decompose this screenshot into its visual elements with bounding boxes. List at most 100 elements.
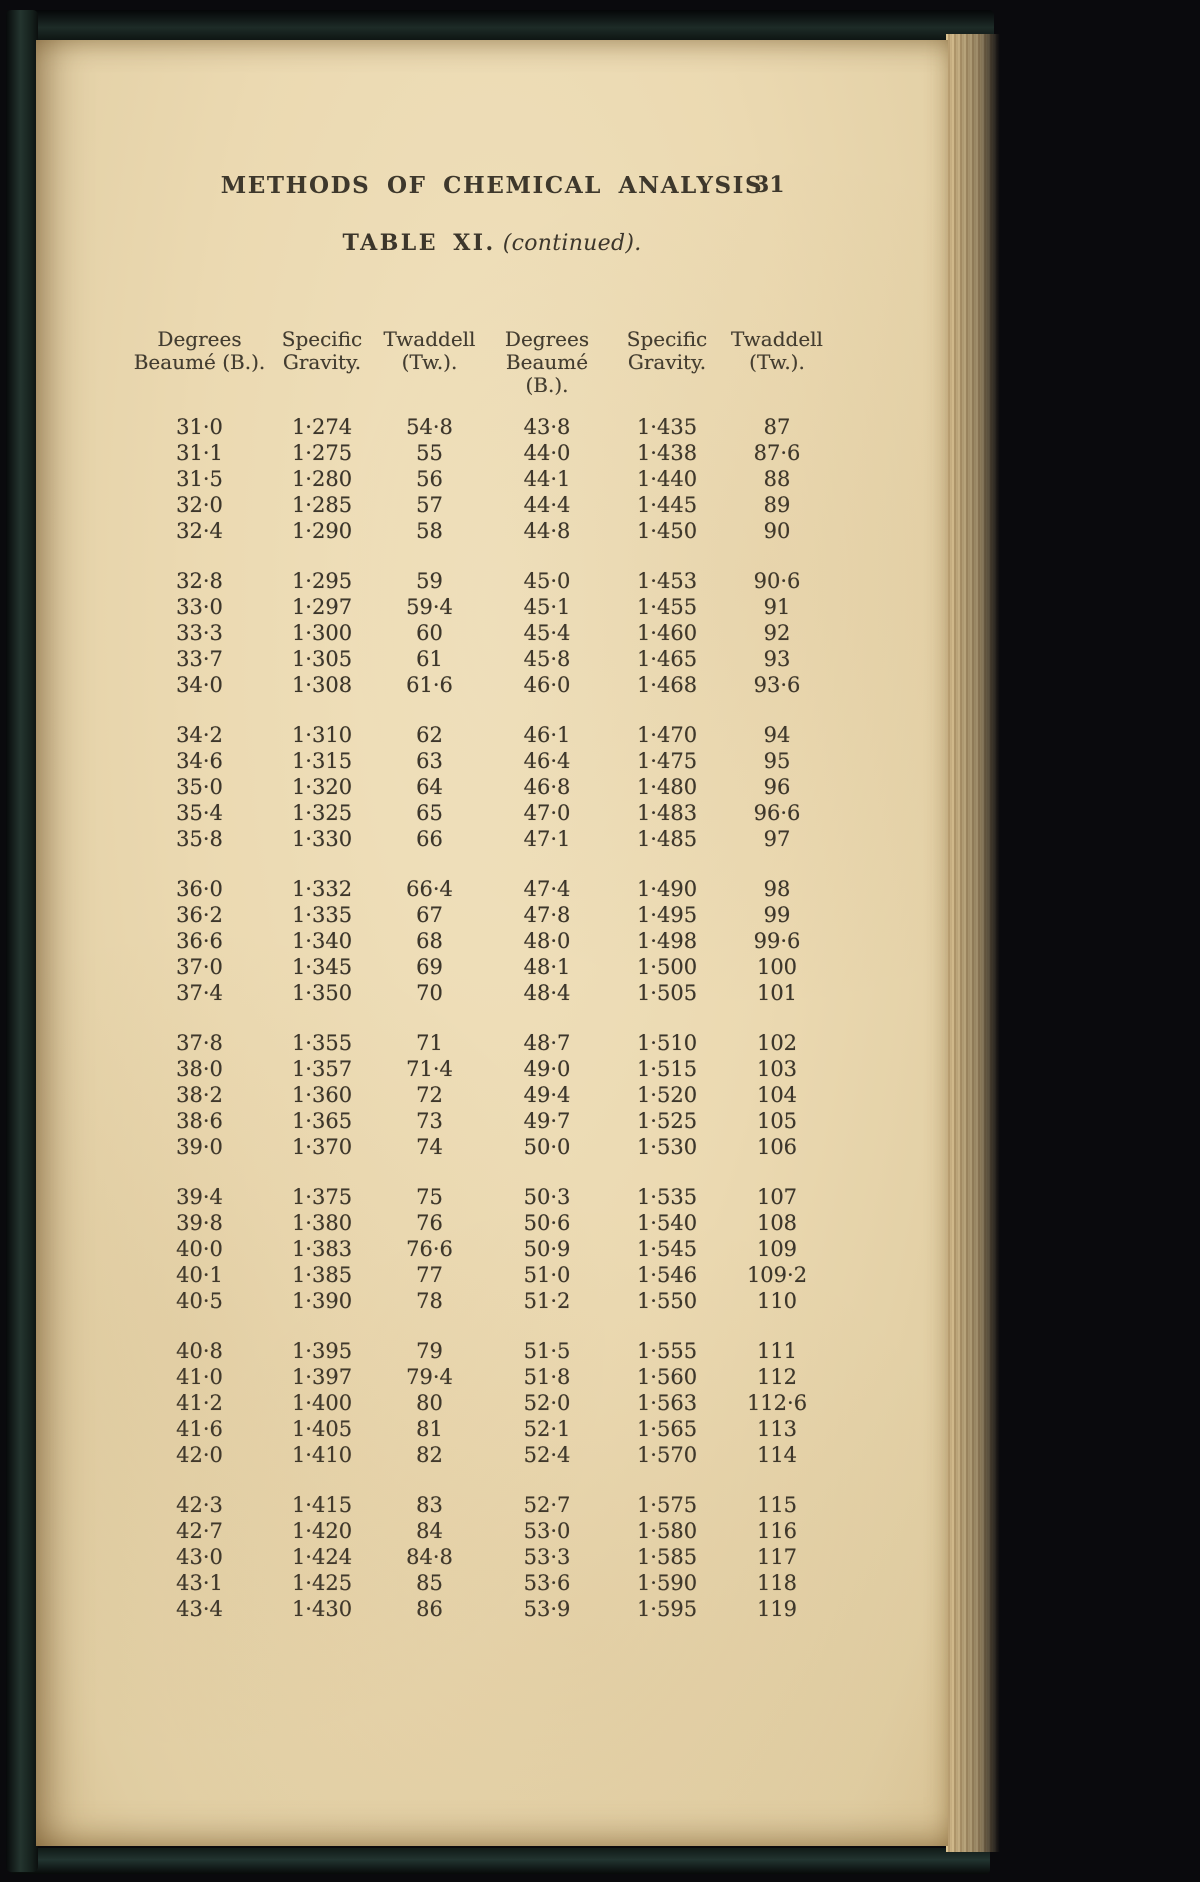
table-cell: 1·430 [291,1597,353,1621]
table-cell: 71 [416,1031,443,1055]
table-cell: 72 [416,1083,443,1107]
table-cell: 47·1 [523,827,571,851]
table-row: 43·4 1·430 86 53·9 1·595 119 [132,1596,832,1622]
table-cell: 1·385 [291,1263,353,1287]
table-cell: 1·397 [291,1365,353,1389]
table-cell: 1·345 [291,955,353,979]
table-cell: 81 [416,1417,443,1441]
table-cell: 61·6 [406,673,453,697]
table-cell: 107 [756,1185,798,1209]
conversion-table: Degrees Beaumé (B.). Specific Gravity. Twadd… [132,328,832,1646]
table-cell: 1·438 [636,441,698,465]
row-group: 32·8 1·295 59 45·0 1·453 90·6 33·0 1·297 59·4 45·… [132,568,832,698]
table-cell: 87 [763,415,791,439]
table-cell: 1·380 [291,1211,353,1235]
table-cell: 40·5 [176,1289,223,1313]
table-cell: 52·4 [523,1443,571,1467]
table-cell: 1·350 [291,981,353,1005]
table-cell: 73 [416,1109,443,1133]
table-cell: 118 [756,1571,798,1595]
table-cell: 88 [763,467,791,491]
table-cell: 47·8 [523,903,571,927]
table-cell: 48·1 [523,955,571,979]
table-title: TABLE XI. (continued). [36,230,948,256]
table-cell: 1·480 [636,775,698,799]
table-cell: 1·570 [636,1443,698,1467]
table-cell: 53·6 [523,1571,571,1595]
table-row: 31·1 1·275 55 44·0 1·438 87·6 [132,440,832,466]
table-cell: 31·0 [176,415,223,439]
table-cell: 1·300 [291,621,353,645]
table-cell: 90 [763,519,791,543]
table-cell: 66 [416,827,443,851]
table-cell: 1·424 [291,1545,353,1569]
table-cell: 37·8 [176,1031,223,1055]
table-cell: 110 [756,1289,798,1313]
table-cell: 57 [416,493,443,517]
table-cell: 49·4 [523,1083,571,1107]
table-cell: 1·585 [636,1545,698,1569]
table-cell: 44·4 [523,493,571,517]
table-row: 40·1 1·385 77 51·0 1·546 109·2 [132,1262,832,1288]
table-row: 31·0 1·274 54·8 43·8 1·435 87 [132,414,832,440]
table-cell: 1·420 [291,1519,353,1543]
row-group: 34·2 1·310 62 46·1 1·470 94 34·6 1·315 63 46·4 1·4… [132,722,832,852]
table-cell: 1·546 [636,1263,698,1287]
table-row: 37·4 1·350 70 48·4 1·505 101 [132,980,832,1006]
column-header: Degrees Beaumé (B.). [133,327,266,374]
table-cell: 56 [416,467,443,491]
table-row: 40·8 1·395 79 51·5 1·555 111 [132,1338,832,1364]
table-cell: 1·545 [636,1237,698,1261]
table-cell: 63 [416,749,443,773]
table-cell: 75 [416,1185,443,1209]
table-row: 32·8 1·295 59 45·0 1·453 90·6 [132,568,832,594]
table-cell: 1·280 [291,467,353,491]
table-cell: 43·0 [176,1545,223,1569]
table-cell: 77 [416,1263,443,1287]
table-cell: 1·340 [291,929,353,953]
book-cover-spine-edge [6,10,38,1872]
table-cell: 1·595 [636,1597,698,1621]
table-row: 41·0 1·397 79·4 51·8 1·560 112 [132,1364,832,1390]
table-cell: 94 [763,723,791,747]
column-header: Specific Gravity. [626,327,708,374]
table-row: 32·0 1·285 57 44·4 1·445 89 [132,492,832,518]
table-cell: 1·370 [291,1135,353,1159]
row-group: 36·0 1·332 66·4 47·4 1·490 98 36·2 1·335 67 47·8 1… [132,876,832,1006]
table-cell: 47·4 [523,877,571,901]
table-title-continued: (continued). [502,231,642,256]
table-cell: 79·4 [406,1365,453,1389]
table-row: 42·7 1·420 84 53·0 1·580 116 [132,1518,832,1544]
table-row: 35·0 1·320 64 46·8 1·480 96 [132,774,832,800]
table-cell: 1·355 [291,1031,353,1055]
table-cell: 1·495 [636,903,698,927]
table-row: 42·3 1·415 83 52·7 1·575 115 [132,1492,832,1518]
table-cell: 46·4 [523,749,571,773]
running-head-title: METHODS OF CHEMICAL ANALYSIS [220,172,764,199]
table-cell: 1·470 [636,723,698,747]
table-cell: 1·405 [291,1417,353,1441]
table-cell: 1·498 [636,929,698,953]
table-cell: 1·490 [636,877,698,901]
table-row: 34·2 1·310 62 46·1 1·470 94 [132,722,832,748]
table-row: 34·6 1·315 63 46·4 1·475 95 [132,748,832,774]
table-cell: 43·8 [523,415,571,439]
table-cell: 96·6 [753,801,801,825]
table-cell: 59 [416,569,443,593]
table-row: 41·6 1·405 81 52·1 1·565 113 [132,1416,832,1442]
table-cell: 67 [416,903,443,927]
table-cell: 1·320 [291,775,353,799]
row-group: 40·8 1·395 79 51·5 1·555 111 41·0 1·397 79·4 51·8… [132,1338,832,1468]
table-cell: 1·475 [636,749,698,773]
table-cell: 47·0 [523,801,571,825]
table-cell: 1·445 [636,493,698,517]
table-cell: 69 [416,955,443,979]
table-cell: 45·0 [523,569,571,593]
table-cell: 55 [416,441,443,465]
table-cell: 1·357 [291,1057,353,1081]
table-cell: 108 [756,1211,798,1235]
book-page-fore-edges [946,34,1002,1852]
table-cell: 59·4 [406,595,453,619]
table-cell: 91 [763,595,791,619]
table-cell: 53·9 [523,1597,571,1621]
